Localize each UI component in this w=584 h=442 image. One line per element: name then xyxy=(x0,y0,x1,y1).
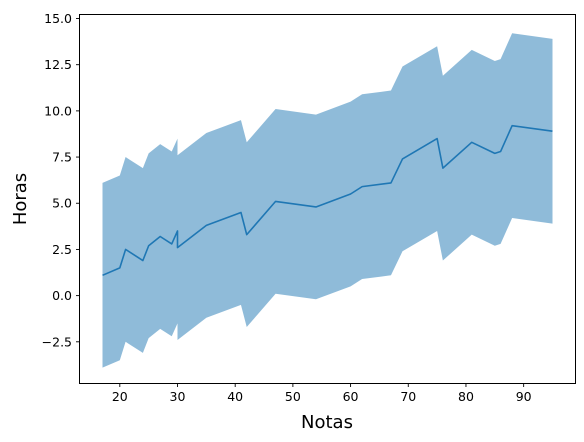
y-tick-label: 2.5 xyxy=(52,242,72,257)
y-tick-label: 15.0 xyxy=(44,11,72,26)
y-axis-label: Horas xyxy=(10,173,31,225)
series-line-0 xyxy=(102,124,553,277)
x-tick-label: 30 xyxy=(170,389,186,404)
y-tick-label: −2.5 xyxy=(42,334,72,349)
x-tick-label: 70 xyxy=(400,389,416,404)
x-tick-label: 60 xyxy=(343,389,359,404)
y-tick-label: 7.5 xyxy=(52,150,72,165)
y-tick-label: 12.5 xyxy=(44,57,72,72)
plot-frame xyxy=(79,14,576,384)
confidence-band-0 xyxy=(102,33,553,368)
y-tick-label: 10.0 xyxy=(44,103,72,118)
x-tick-label: 90 xyxy=(516,389,532,404)
x-tick-label: 40 xyxy=(227,389,243,404)
y-tick-label: 5.0 xyxy=(52,196,72,211)
x-tick-label: 50 xyxy=(285,389,301,404)
x-tick-label: 80 xyxy=(458,389,474,404)
y-tick-label: 0.0 xyxy=(52,288,72,303)
x-tick-label: 20 xyxy=(112,389,128,404)
x-axis-label: Notas xyxy=(301,412,353,433)
